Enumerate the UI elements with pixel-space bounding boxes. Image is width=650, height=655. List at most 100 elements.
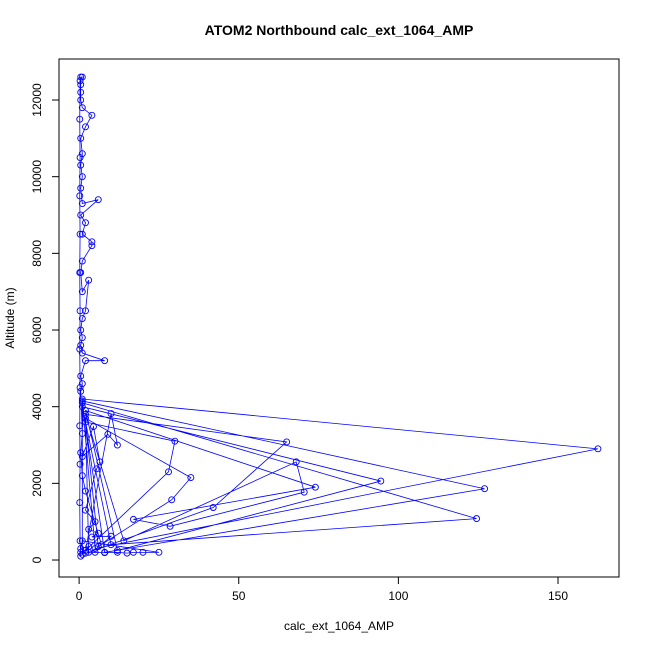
data-point	[93, 465, 101, 473]
data-point	[96, 458, 104, 466]
data-point	[166, 522, 174, 530]
data-point	[76, 77, 84, 85]
data-point	[78, 173, 86, 181]
data-point	[91, 518, 99, 526]
y-tick-label: 10000	[30, 160, 44, 194]
data-point	[82, 357, 89, 365]
x-tick-label: 100	[388, 589, 408, 603]
data-point	[77, 372, 85, 380]
data-point	[77, 552, 85, 560]
y-tick-label: 6000	[30, 316, 44, 343]
data-point	[78, 257, 86, 265]
data-point	[76, 422, 84, 430]
x-tick-label: 150	[548, 589, 568, 603]
data-point	[88, 533, 96, 541]
data-point	[107, 541, 115, 549]
data-point	[129, 548, 137, 556]
data-point	[101, 548, 109, 556]
data-point	[82, 549, 89, 557]
data-point	[76, 192, 84, 200]
data-point	[113, 548, 121, 556]
data-point	[88, 242, 96, 250]
data-point	[77, 548, 85, 556]
data-point	[77, 81, 85, 89]
data-point	[473, 515, 481, 523]
data-point	[77, 326, 85, 334]
data-point	[139, 548, 147, 556]
data-point	[78, 380, 86, 388]
data-point	[594, 445, 602, 453]
y-axis-label: Altitude (m)	[3, 287, 17, 348]
data-point	[82, 506, 89, 514]
data-point	[82, 307, 89, 315]
data-point	[165, 468, 172, 476]
chart-title: ATOM2 Northbound calc_ext_1064_AMP	[205, 22, 474, 38]
data-point	[78, 73, 86, 81]
data-point	[77, 184, 85, 192]
data-point	[78, 288, 86, 296]
data-point	[76, 230, 84, 238]
data-point	[94, 196, 102, 204]
data-point	[155, 548, 163, 556]
data-point	[377, 477, 385, 485]
data-point	[78, 200, 86, 207]
data-point	[76, 537, 84, 545]
y-tick-label: 8000	[30, 240, 44, 267]
data-point	[209, 504, 217, 511]
data-point	[107, 532, 115, 540]
data-point	[123, 549, 131, 557]
data-point	[77, 211, 85, 219]
data-point	[88, 238, 96, 246]
data-point	[78, 399, 86, 407]
data-point	[107, 410, 115, 418]
data-point	[82, 414, 89, 422]
data-point	[82, 410, 89, 418]
data-point	[78, 150, 86, 158]
data-point	[78, 395, 86, 403]
data-point	[77, 341, 85, 349]
data-point	[113, 441, 121, 449]
data-point	[77, 134, 85, 142]
data-point	[77, 449, 85, 457]
x-axis-label: calc_ext_1064_AMP	[284, 619, 394, 633]
data-point	[82, 418, 89, 426]
data-point	[85, 525, 93, 533]
data-point	[82, 407, 89, 414]
data-point	[76, 460, 84, 468]
data-point	[76, 115, 84, 123]
data-point	[129, 515, 137, 523]
data-point	[77, 387, 85, 395]
data-point	[78, 453, 86, 460]
data-point	[82, 546, 89, 554]
data-point	[283, 438, 291, 446]
data-point	[77, 161, 85, 169]
data-point	[78, 104, 86, 112]
data-point	[120, 537, 128, 545]
x-tick-label: 50	[232, 589, 246, 603]
data-point	[76, 345, 84, 353]
y-tick-label: 4000	[30, 393, 44, 420]
data-point	[78, 537, 86, 545]
x-tick-label: 0	[76, 589, 83, 603]
y-tick-label: 0	[30, 556, 44, 563]
data-point	[98, 541, 105, 549]
data-point	[77, 88, 85, 96]
data-point	[82, 123, 89, 131]
data-point	[292, 458, 300, 466]
data-point	[94, 529, 102, 537]
data-point	[311, 483, 319, 491]
data-point	[78, 315, 86, 322]
data-point	[76, 269, 84, 276]
data-point	[78, 472, 86, 480]
data-point	[168, 496, 176, 504]
data-point	[481, 485, 489, 493]
y-tick-label: 12000	[30, 83, 44, 117]
y-tick-label: 2000	[30, 470, 44, 497]
data-point	[104, 430, 112, 438]
data-point	[82, 487, 89, 495]
data-point	[85, 276, 93, 284]
data-point	[90, 423, 97, 431]
data-point	[187, 474, 195, 482]
